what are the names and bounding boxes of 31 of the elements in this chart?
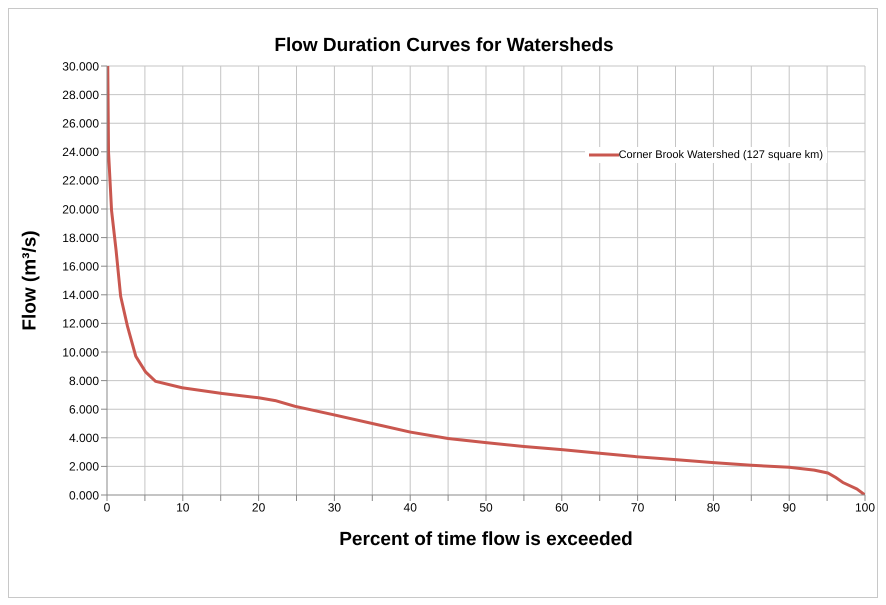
x-tick-label: 90 — [782, 500, 796, 515]
x-tick-label: 50 — [479, 500, 493, 515]
x-tick-label: 0 — [104, 500, 111, 515]
x-tick-label: 70 — [630, 500, 645, 515]
y-tick-label: 10.000 — [62, 345, 100, 360]
y-tick-label: 12.000 — [62, 316, 100, 331]
y-tick-label: 16.000 — [62, 259, 100, 274]
y-tick-label: 28.000 — [62, 88, 100, 102]
y-axis-title: Flow (m³/s) — [20, 230, 41, 331]
x-tick-label: 40 — [404, 500, 418, 515]
x-tick-label: 80 — [706, 500, 720, 515]
y-tick-label: 26.000 — [62, 116, 100, 130]
y-tick-label: 20.000 — [62, 202, 100, 216]
y-tick-label: 8.000 — [68, 374, 100, 388]
y-tick-label: 4.000 — [68, 431, 100, 446]
y-tick-label: 14.000 — [62, 288, 100, 302]
y-tick-label: 18.000 — [62, 230, 100, 245]
x-axis-title: Percent of time flow is exceeded — [339, 529, 633, 550]
y-tick-label: 22.000 — [62, 174, 100, 188]
y-tick-label: 2.000 — [68, 460, 100, 474]
y-tick-label: 24.000 — [62, 145, 100, 160]
x-tick-label: 20 — [252, 500, 266, 515]
x-tick-label: 100 — [854, 500, 876, 515]
y-tick-label: 30.000 — [62, 59, 100, 74]
chart-title: Flow Duration Curves for Watersheds — [273, 35, 615, 57]
x-tick-label: 30 — [328, 500, 342, 515]
x-tick-label: 10 — [176, 500, 190, 515]
legend-label: Corner Brook Watershed (127 square km) — [618, 149, 823, 161]
x-tick-label: 60 — [555, 500, 569, 515]
y-tick-label: 6.000 — [68, 402, 100, 416]
y-tick-label: 0.000 — [68, 488, 100, 502]
